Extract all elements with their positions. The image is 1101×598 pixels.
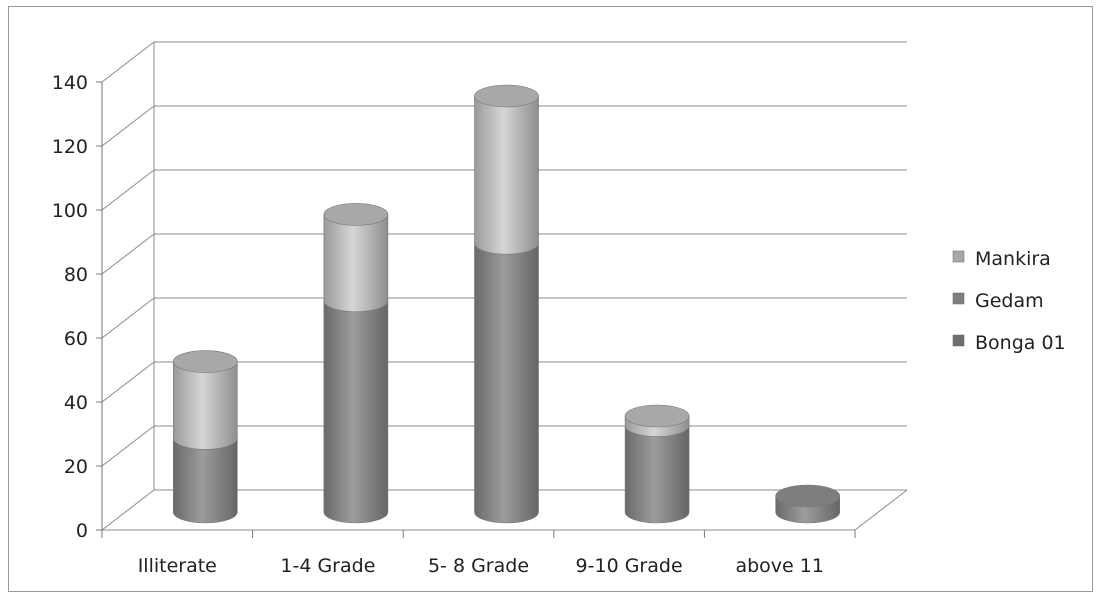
bar-gedam [624,425,690,524]
bar-top-cap [775,484,841,508]
legend-label: Gedam [975,290,1044,312]
x-tick-label: 1-4 Grade [280,555,375,577]
bar-mankira [173,361,238,450]
x-tick-label: 9-10 Grade [576,555,683,577]
y-tick-label: 120 [52,136,88,158]
y-tick-label: 100 [52,200,88,222]
y-tick-label: 140 [52,72,88,94]
bar-mankira [474,95,539,255]
bar-top-cap [173,350,238,373]
x-tick-label: above 11 [735,555,823,577]
bar-top-cap [474,84,539,108]
gridline-diagonal [101,169,155,211]
floor-right-edge [854,489,908,531]
bars [173,84,841,524]
bar-top-cap [624,404,690,428]
y-tick-label: 40 [64,392,88,414]
legend: Mankira Gedam Bonga 01 [952,248,1066,354]
legend-label: Bonga 01 [975,332,1066,354]
gridline-diagonal [101,425,155,467]
bar-gedam [474,242,539,524]
bar-gedam [323,300,389,524]
bar-top-cap [323,203,389,226]
gridline-diagonal [101,489,155,531]
bar-gedam [173,438,238,524]
gridline-diagonal [101,361,155,403]
y-tick-label: 80 [64,264,88,286]
legend-swatch [952,292,965,305]
legend-label: Mankira [975,248,1051,270]
legend-swatch [952,250,965,263]
gridline-diagonal [101,297,155,339]
gridline-diagonal [101,41,155,83]
y-tick-label: 0 [76,520,88,542]
gridline-diagonal [101,105,155,147]
x-tick-label: 5- 8 Grade [428,555,529,577]
axes [96,42,908,538]
y-tick-label: 20 [64,456,88,478]
y-tick-label: 60 [64,328,88,350]
x-tick-label: Illiterate [138,555,217,577]
gridline-diagonal [101,233,155,275]
bar-mankira [323,214,389,313]
tick-labels: 0 20 40 60 80 100 120 140 Illiterate 1-4 Grade 5- … [52,72,824,577]
legend-swatch [952,334,965,347]
